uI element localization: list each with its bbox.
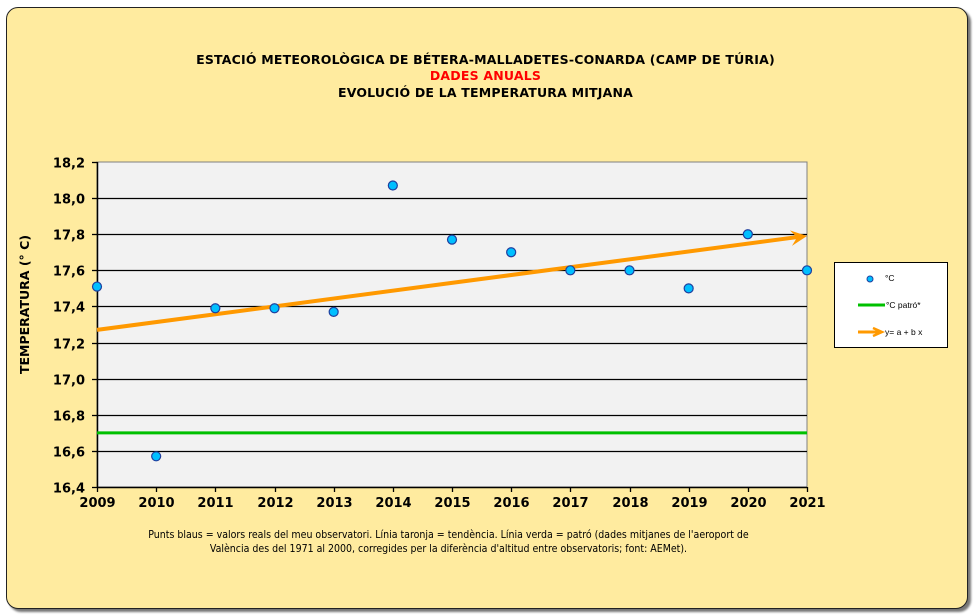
trend-arrowhead <box>789 230 807 246</box>
x-tick-label: 2020 <box>730 496 766 511</box>
data-point <box>683 283 694 294</box>
x-tick-label: 2019 <box>671 496 707 511</box>
y-tick-label: 17,2 <box>53 338 85 353</box>
chart-title-annual-data: DADES ANUALS <box>429 68 542 83</box>
chart-legend: °C °C patró* y= a + b x <box>834 262 948 348</box>
data-point <box>565 265 576 276</box>
y-tick-label: 17,0 <box>53 374 85 389</box>
legend-item-reference: °C patró* <box>835 298 947 312</box>
y-tick-label: 17,8 <box>53 229 85 244</box>
legend-label-reference: °C patró* <box>886 300 921 310</box>
series-layer <box>91 180 813 462</box>
y-axis-ticks: 16,4 16,6 16,8 17,0 17,2 17,4 17,6 17,8 18,0 18,2 <box>53 157 97 497</box>
chart-title-station: ESTACIÓ METEOROLÒGICA DE BÉTERA-MALLADET… <box>196 52 775 67</box>
data-point <box>151 451 162 462</box>
y-tick-label: 18,0 <box>53 193 85 208</box>
y-tick-label: 16,8 <box>53 410 85 425</box>
x-tick-label: 2021 <box>789 496 825 511</box>
y-tick-label: 18,2 <box>53 157 85 172</box>
data-point <box>269 303 280 314</box>
plot-area <box>96 161 808 488</box>
x-tick-label: 2013 <box>316 496 352 511</box>
legend-label-observed: °C <box>885 273 895 283</box>
trend-line <box>96 234 804 332</box>
y-tick-label: 17,4 <box>53 301 85 316</box>
x-tick-label: 2017 <box>552 496 588 511</box>
data-point <box>446 234 458 245</box>
y-tick-label: 16,6 <box>53 446 85 461</box>
data-point <box>91 281 103 292</box>
x-tick-label: 2016 <box>493 496 529 511</box>
data-point <box>387 180 398 191</box>
green-line-icon <box>858 303 885 307</box>
x-tick-label: 2011 <box>197 496 233 511</box>
data-point <box>210 303 221 314</box>
x-axis-ticks: 2009 2010 2011 2012 2013 2014 2015 2016 2017 2018… <box>79 487 826 511</box>
data-point <box>624 265 635 276</box>
x-tick-label: 2010 <box>138 496 174 511</box>
caption-line-2: València des del 1971 al 2000, corregide… <box>209 543 688 555</box>
data-point <box>506 247 517 258</box>
orange-arrow-icon <box>858 326 885 338</box>
x-tick-label: 2014 <box>375 496 411 511</box>
y-tick-label: 16,4 <box>53 482 85 497</box>
chart-caption: Punts blaus = valors reals del meu obser… <box>60 528 837 556</box>
legend-item-trend: y= a + b x <box>835 325 947 339</box>
legend-item-observed: °C <box>835 271 947 285</box>
x-tick-label: 2012 <box>257 496 293 511</box>
y-tick-label: 17,6 <box>53 265 85 280</box>
legend-label-trend: y= a + b x <box>885 327 923 337</box>
x-tick-label: 2018 <box>612 496 648 511</box>
chart-title-temperature: EVOLUCIÓ DE LA TEMPERATURA MITJANA <box>337 85 634 100</box>
x-tick-label: 2015 <box>434 496 470 511</box>
caption-line-1: Punts blaus = valors reals del meu obser… <box>148 529 749 541</box>
data-point <box>801 265 813 276</box>
x-tick-label: 2009 <box>79 496 115 511</box>
y-axis-label: TEMPERATURA (° C) <box>17 235 32 374</box>
data-point <box>742 229 753 240</box>
data-point <box>328 306 339 317</box>
blue-dot-marker-icon <box>866 275 874 283</box>
